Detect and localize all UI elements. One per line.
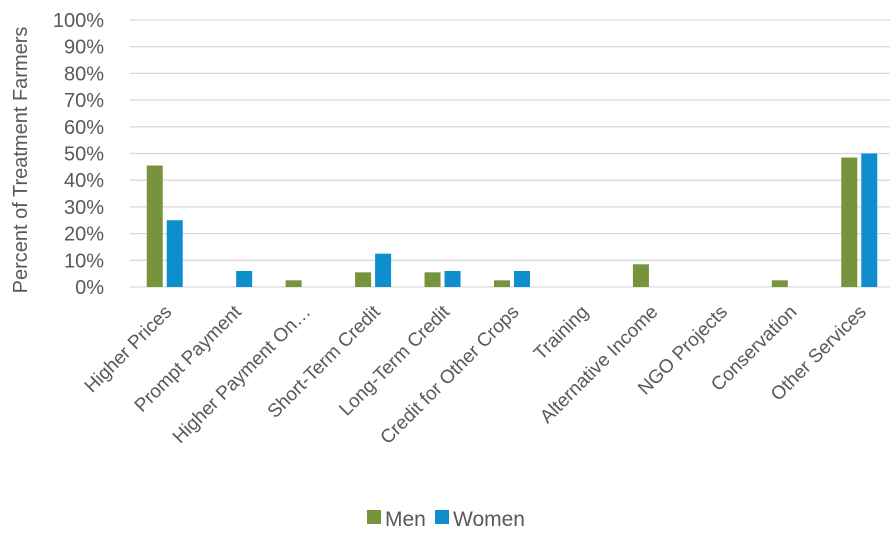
legend: Men Women xyxy=(367,508,525,531)
y-tick-label: 60% xyxy=(64,117,104,139)
bar-women xyxy=(444,270,461,287)
y-tick-label: 10% xyxy=(64,250,104,272)
y-tick-label: 20% xyxy=(64,224,104,246)
y-tick-label: 80% xyxy=(64,63,104,85)
bars xyxy=(146,153,878,287)
x-category-label: Alternative Income xyxy=(536,302,662,428)
bar-men xyxy=(632,264,649,287)
legend-label-men: Men xyxy=(385,508,426,531)
y-tick-label: 70% xyxy=(64,90,104,112)
y-tick-label: 40% xyxy=(64,170,104,192)
bar-women xyxy=(514,270,530,287)
y-tick-label: 30% xyxy=(64,197,104,219)
y-tick-label: 90% xyxy=(64,37,104,59)
bar-women xyxy=(236,270,253,287)
legend-label-women: Women xyxy=(453,508,525,531)
x-category-label: Higher Payment On… xyxy=(169,302,315,448)
bar-men xyxy=(841,157,858,287)
y-tick-label: 0% xyxy=(75,277,104,299)
legend-swatch-women xyxy=(435,510,449,524)
x-category-label: Training xyxy=(530,302,593,365)
y-axis-ticks: 0% 10% 20% 30% 40% 50% 60% 70% 80% 90% 100% xyxy=(53,10,104,299)
bar-men xyxy=(285,280,302,287)
y-axis-label: Percent of Treatment Farmers xyxy=(10,27,32,294)
legend-swatch-men xyxy=(367,510,381,524)
bar-men xyxy=(771,280,788,287)
bar-women xyxy=(375,253,392,287)
bar-men xyxy=(355,272,372,287)
y-tick-label: 50% xyxy=(64,144,104,166)
x-category-label: Credit for Other Crops xyxy=(377,302,524,449)
bar-women xyxy=(166,220,183,287)
bar-men xyxy=(424,272,441,287)
y-tick-label: 100% xyxy=(53,10,104,32)
bar-men xyxy=(494,280,510,287)
bar-women xyxy=(861,153,878,287)
bar-men xyxy=(146,165,163,287)
gridlines xyxy=(130,19,890,288)
